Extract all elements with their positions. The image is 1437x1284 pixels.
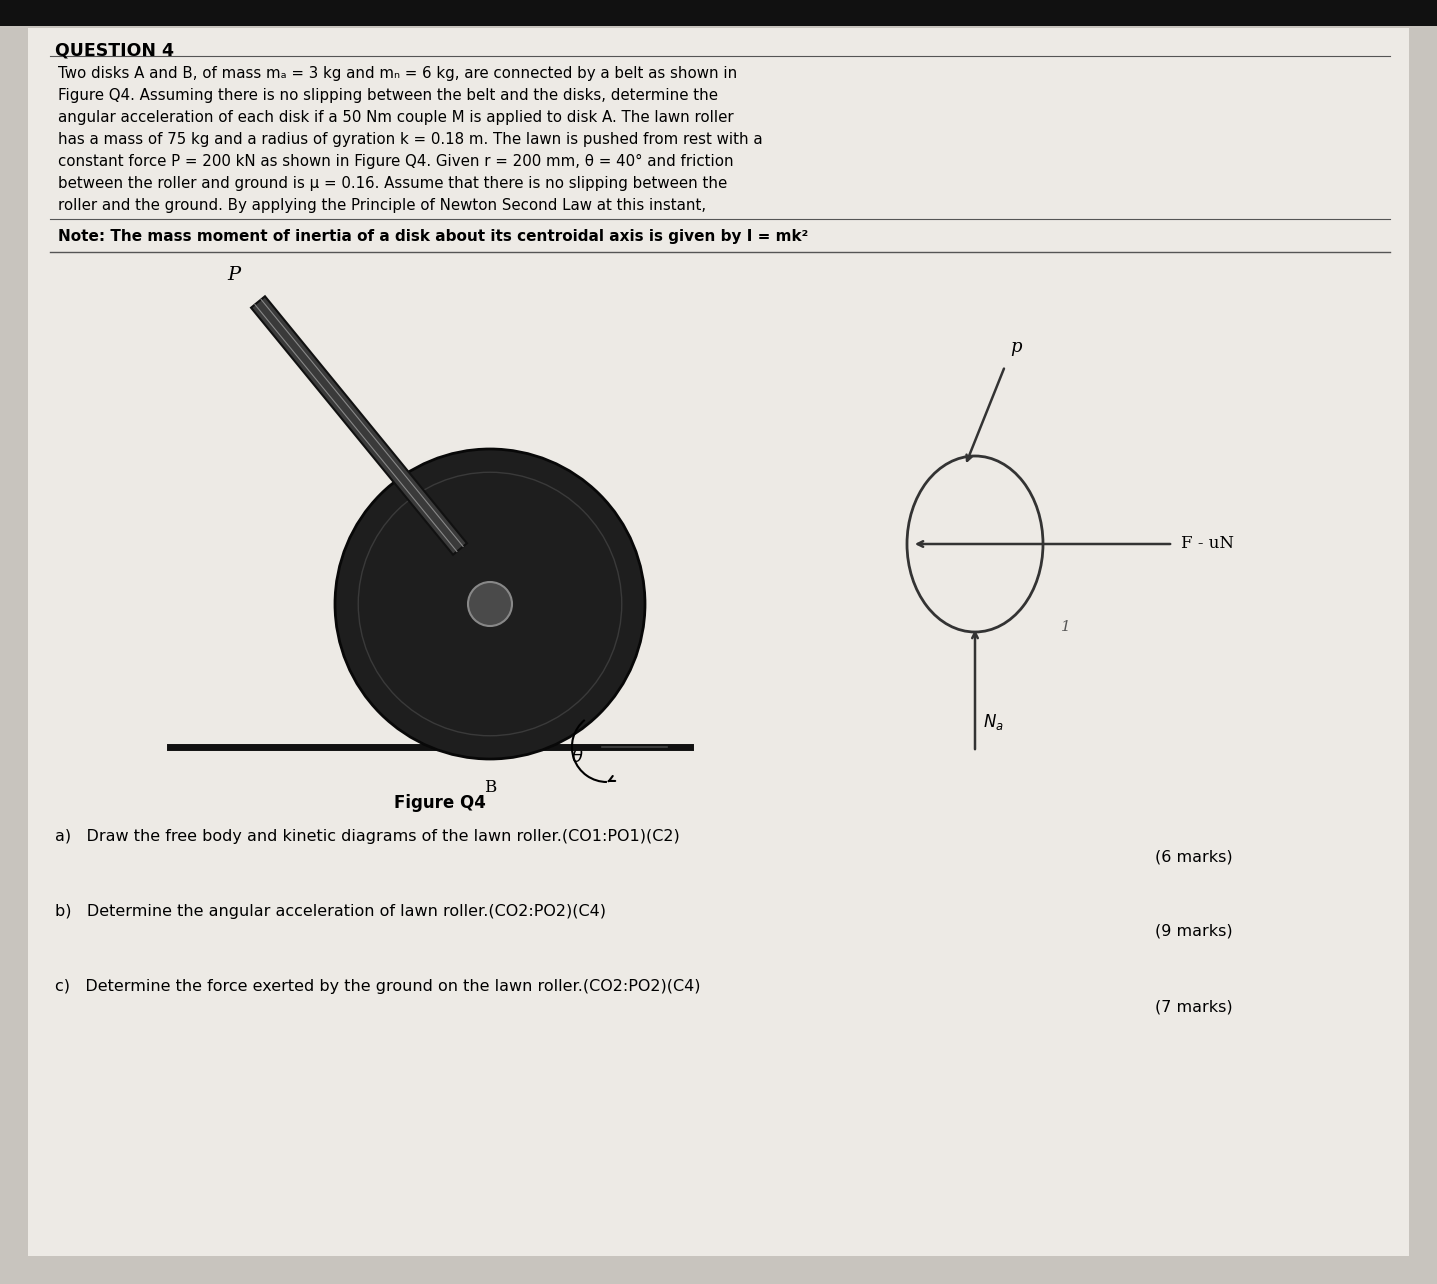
Polygon shape [251,297,467,555]
Text: c)   Determine the force exerted by the ground on the lawn roller.(CO2:PO2)(C4): c) Determine the force exerted by the gr… [55,978,700,994]
Circle shape [468,582,512,627]
Text: F - uN: F - uN [1181,535,1234,552]
Text: roller and the ground. By applying the Principle of Newton Second Law at this in: roller and the ground. By applying the P… [57,198,706,213]
Text: has a mass of 75 kg and a radius of gyration k = 0.18 m. The lawn is pushed from: has a mass of 75 kg and a radius of gyra… [57,132,763,146]
Text: constant force P = 200 kN as shown in Figure Q4. Given r = 200 mm, θ = 40° and f: constant force P = 200 kN as shown in Fi… [57,154,734,169]
Text: (6 marks): (6 marks) [1155,849,1233,864]
Text: Figure Q4: Figure Q4 [394,794,486,811]
Text: (7 marks): (7 marks) [1155,999,1233,1014]
Text: angular acceleration of each disk if a 50 Nm couple M is applied to disk A. The : angular acceleration of each disk if a 5… [57,110,734,125]
Text: a)   Draw the free body and kinetic diagrams of the lawn roller.(CO1:PO1)(C2): a) Draw the free body and kinetic diagra… [55,829,680,844]
Text: $\theta$: $\theta$ [570,749,583,767]
Text: 1: 1 [1061,620,1071,634]
Text: QUESTION 4: QUESTION 4 [55,41,174,59]
Text: $N_a$: $N_a$ [983,713,1004,732]
Text: p: p [1010,338,1022,356]
Circle shape [335,449,645,759]
Text: (9 marks): (9 marks) [1155,924,1233,939]
Text: P: P [227,266,240,284]
Text: Two disks A and B, of mass mₐ = 3 kg and mₙ = 6 kg, are connected by a belt as s: Two disks A and B, of mass mₐ = 3 kg and… [57,65,737,81]
Text: B: B [484,779,496,796]
Text: between the roller and ground is μ = 0.16. Assume that there is no slipping betw: between the roller and ground is μ = 0.1… [57,176,727,191]
Text: Note: The mass moment of inertia of a disk about its centroidal axis is given by: Note: The mass moment of inertia of a di… [57,229,808,244]
Text: Figure Q4. Assuming there is no slipping between the belt and the disks, determi: Figure Q4. Assuming there is no slipping… [57,89,718,103]
Bar [0,0,1437,26]
Text: b)   Determine the angular acceleration of lawn roller.(CO2:PO2)(C4): b) Determine the angular acceleration of… [55,904,606,919]
